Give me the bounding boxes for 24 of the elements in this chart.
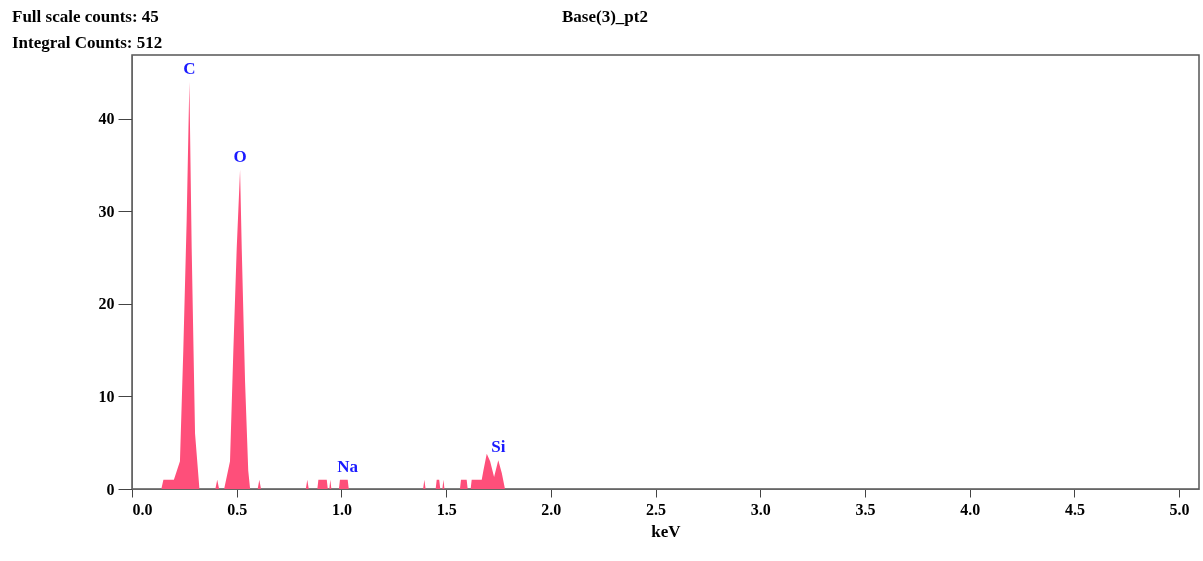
x-axis-title: keV [651,521,682,541]
x-tick-label: 1.0 [331,500,352,518]
x-tick-label: 3.5 [855,500,876,518]
text: Integral Counts: 512 [12,33,163,52]
annotation: C [183,58,196,78]
x-tick-label: 3.0 [750,500,771,518]
x-tick-label: 4.0 [960,500,981,518]
y-tick-label: 40 [98,110,115,128]
x-tick-label: 4.5 [1064,500,1085,518]
chart-title: Base(3)_pt2 [562,7,648,26]
y-tick-label: 20 [98,295,115,313]
annotation: Na [337,456,359,476]
y-tick-label: 10 [98,387,115,405]
x-tick-label: 2.0 [541,500,562,518]
y-tick-label: 0 [106,480,115,498]
x-tick-label: 2.5 [646,500,667,518]
annotation: O [233,146,247,166]
text: Full scale counts: 45 [12,7,159,26]
x-tick-label: 5.0 [1169,500,1190,518]
y-tick-label: 30 [98,202,115,220]
x-tick-label: 0.5 [227,500,248,518]
x-tick-label: 0.0 [132,500,153,518]
annotation: Si [491,437,506,457]
x-tick-label: 1.5 [436,500,457,518]
